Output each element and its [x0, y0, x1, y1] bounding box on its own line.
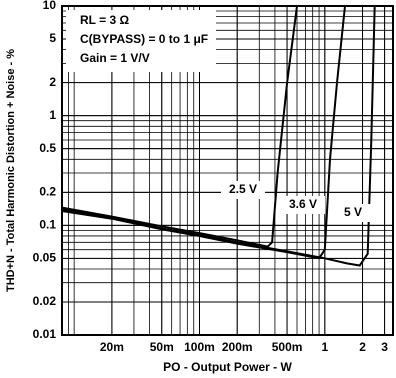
series-line — [61, 5, 298, 248]
annotation: C(BYPASS) = 0 to 1 μF — [80, 32, 208, 46]
y-tick-label: 0.1 — [39, 218, 56, 232]
x-tick-label: 1 — [321, 340, 328, 354]
y-tick-label: 0.5 — [39, 141, 56, 155]
x-tick-label: 20m — [100, 340, 124, 354]
x-tick-label: 3 — [381, 340, 388, 354]
y-tick-label: 5 — [49, 31, 56, 45]
y-tick-label: 10 — [43, 0, 57, 12]
y-tick-label: 1 — [49, 108, 56, 122]
label-bg — [331, 204, 375, 222]
x-axis-label: PO - Output Power - W — [163, 360, 292, 374]
series-line — [61, 5, 376, 267]
x-tick-label: 100m — [184, 340, 215, 354]
x-tick-label: 500m — [272, 340, 303, 354]
x-tick-label: 50m — [150, 340, 174, 354]
x-tick-label: 200m — [222, 340, 253, 354]
label-bg — [281, 196, 325, 214]
series-label: 3.6 V — [289, 197, 317, 211]
annotation-box — [66, 10, 216, 72]
plot-frame — [61, 5, 394, 336]
y-axis-label: THD+N - Total Harmonic Distortion + Nois… — [5, 49, 17, 292]
annotation: Gain = 1 V/V — [80, 51, 150, 65]
annotation: RL = 3 Ω — [80, 13, 129, 27]
label-bg — [221, 181, 265, 199]
x-tick-label: 2 — [359, 340, 366, 354]
y-tick-label: 0.02 — [33, 294, 57, 308]
y-tick-label: 0.2 — [39, 184, 56, 198]
y-tick-label: 0.05 — [33, 251, 57, 265]
series-label: 5 V — [344, 205, 362, 219]
y-tick-label: 2 — [49, 75, 56, 89]
y-tick-label: 0.01 — [33, 327, 57, 341]
series-label: 2.5 V — [229, 182, 257, 196]
